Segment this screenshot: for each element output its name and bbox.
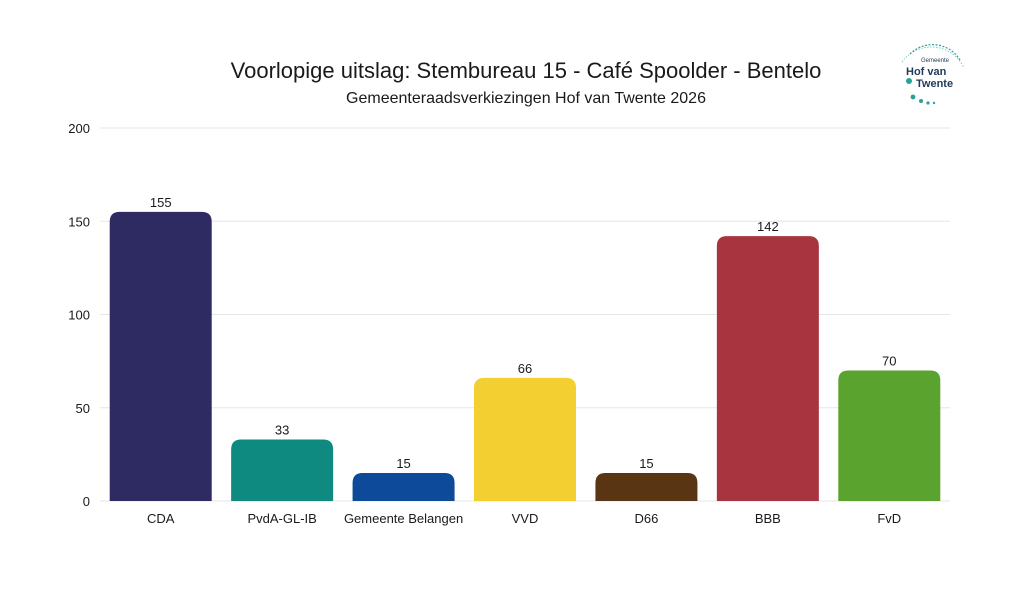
chart-title: Voorlopige uitslag: Stembureau 15 - Café… [230,58,822,83]
x-axis-labels: CDA PvdA-GL-IB Gemeente Belangen VVD D66 BBB F… [147,511,901,526]
x-tick-label: Gemeente Belangen [344,511,463,526]
bar-fvd [838,370,941,501]
x-tick-label: VVD [512,511,539,526]
x-tick-label: CDA [147,511,175,526]
value-label: 155 [150,195,172,210]
value-label: 33 [275,422,289,437]
y-axis-ticks: 0 50 100 150 200 [68,121,90,509]
y-tick-label: 50 [76,401,90,416]
value-label: 15 [639,456,653,471]
logo-text-small: Gemeente [921,58,950,64]
y-tick-label: 100 [68,308,90,323]
x-tick-label: D66 [634,511,658,526]
logo-text-line2: Twente [916,78,954,90]
value-label: 142 [757,219,779,234]
value-label: 66 [518,361,532,376]
hof-van-twente-logo: Gemeente Hof van Twente [888,40,968,110]
value-label: 15 [396,456,410,471]
x-tick-label: FvD [877,511,901,526]
y-tick-label: 150 [68,214,90,229]
value-label: 70 [882,353,896,368]
bars [109,211,941,502]
bar-pvda-gl-ib [231,439,334,501]
chart-subtitle: Gemeenteraadsverkiezingen Hof van Twente… [346,90,706,107]
y-tick-label: 0 [83,494,90,509]
bar-vvd [474,377,576,501]
bar-bbb [716,236,819,502]
logo-emblem-icon [901,44,965,105]
x-tick-label: PvdA-GL-IB [247,511,316,526]
y-tick-label: 200 [68,121,90,136]
x-tick-label: BBB [755,511,781,526]
bar-cda [109,211,212,502]
bar-gemeente-belangen [352,473,455,501]
bar-d66 [595,473,698,501]
value-labels: 155 33 15 66 15 142 70 [150,195,897,471]
logo-text-line1: Hof van [906,66,947,78]
